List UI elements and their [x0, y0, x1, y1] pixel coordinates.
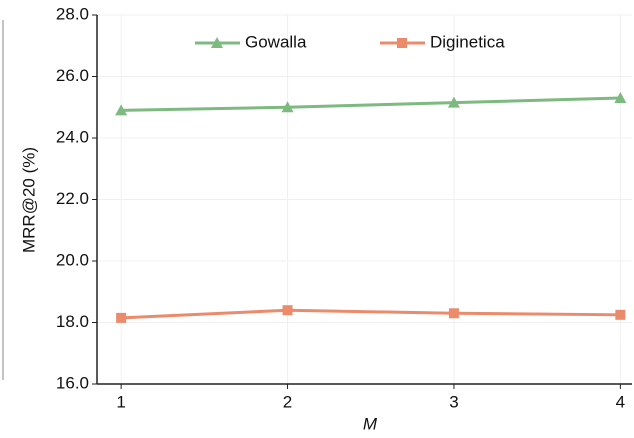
series-line	[121, 308, 621, 320]
marker	[615, 309, 626, 320]
marker	[447, 96, 460, 108]
y-tick-label: 22.0	[56, 189, 89, 208]
marker	[397, 38, 407, 48]
y-tick-label: 28.0	[56, 4, 89, 23]
x-tick-label: 4	[616, 392, 625, 411]
y-tick-label: 26.0	[56, 66, 89, 85]
x-tick-label: 3	[449, 392, 458, 411]
marker	[614, 92, 627, 104]
y-tick-label: 16.0	[56, 373, 89, 392]
marker	[282, 305, 293, 316]
legend-label: Gowalla	[245, 32, 307, 51]
marker	[211, 37, 223, 48]
y-tick-label: 20.0	[56, 250, 89, 269]
marker	[115, 104, 128, 116]
y-axis-label: MRR@20 (%)	[19, 147, 38, 253]
x-tick-label: 1	[116, 392, 125, 411]
marker	[281, 101, 294, 113]
y-tick-label: 24.0	[56, 127, 89, 146]
x-axis-label: M	[363, 414, 378, 433]
marker	[448, 308, 459, 319]
marker	[116, 312, 127, 323]
y-tick-label: 18.0	[56, 312, 89, 331]
x-tick-label: 2	[283, 392, 292, 411]
series-line	[121, 96, 621, 112]
legend-label: Diginetica	[430, 32, 505, 51]
